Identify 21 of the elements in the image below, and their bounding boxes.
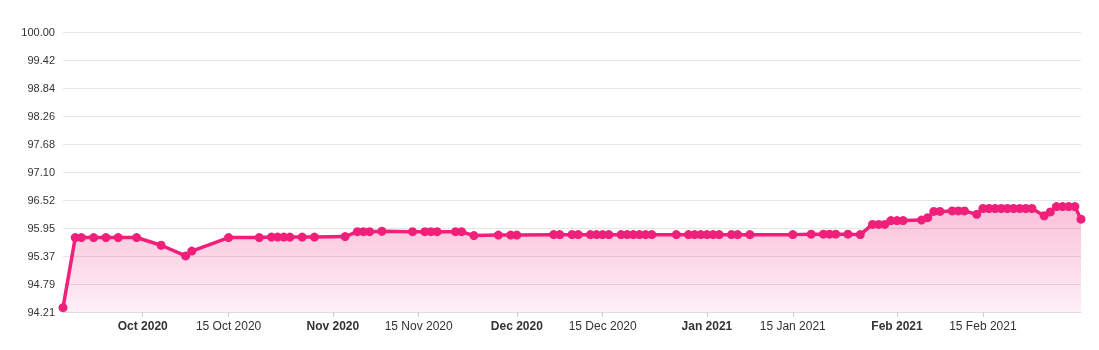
y-tick-label: 95.37 [27,249,55,262]
x-tick-label: 15 Dec 2020 [568,319,638,333]
y-tick-label: 96.52 [27,194,55,207]
y-tick-label: 94.21 [27,306,55,318]
x-tick-label: 15 Nov 2020 [384,319,454,333]
x-tick-label: Jan 2021 [681,319,733,333]
x-tick-label: Oct 2020 [117,319,169,333]
y-tick-label: 97.10 [27,166,55,179]
x-tick-label: 15 Jan 2021 [759,319,827,333]
x-tick-label: 15 Oct 2020 [195,319,262,333]
x-tick-label: Feb 2021 [871,319,924,333]
x-tick-label: Nov 2020 [306,319,360,333]
y-tick-label: 100.00 [21,26,55,38]
y-tick-label: 94.79 [27,277,55,290]
y-tick-label: 97.68 [27,138,55,151]
y-tick-label: 99.42 [27,54,55,67]
y-tick-label: 98.26 [27,110,55,123]
y-tick-label: 98.84 [27,82,55,95]
x-tick-label: Dec 2020 [490,319,544,333]
x-tick-label: 15 Feb 2021 [949,319,1017,333]
y-tick-label: 95.95 [27,221,55,234]
